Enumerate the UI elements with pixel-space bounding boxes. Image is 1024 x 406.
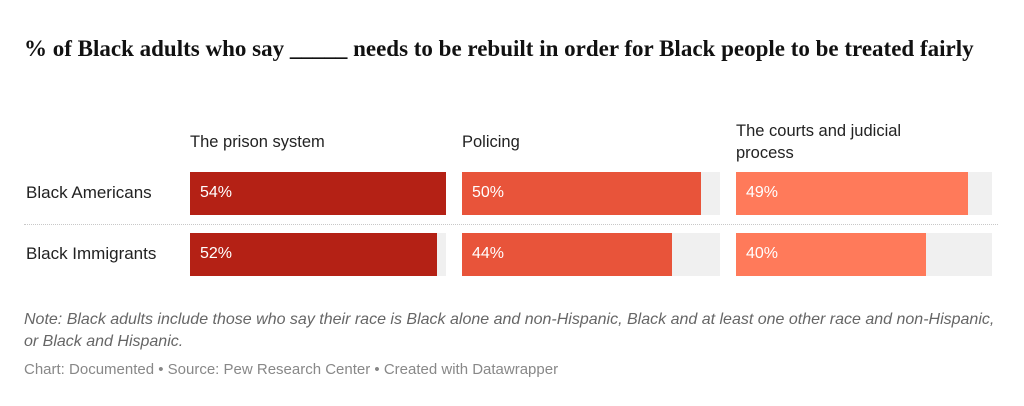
data-label: 44% [472, 245, 505, 262]
bar [462, 172, 701, 215]
bar-track: 40% [736, 233, 992, 276]
column-header: The courts and judicial process [736, 122, 902, 162]
bar-track: 49% [736, 172, 992, 215]
chart-title: % of Black adults who say _____ needs to… [24, 36, 974, 61]
bar [736, 233, 926, 276]
bar [736, 172, 969, 215]
column-header: Policing [462, 133, 520, 151]
data-label: 52% [200, 245, 233, 262]
data-label: 49% [746, 184, 779, 201]
bar-track: 50% [462, 172, 720, 215]
data-label: 54% [200, 184, 233, 201]
bar-track: 52% [190, 233, 446, 276]
column-header: The prison system [190, 133, 325, 151]
chart-note: Note: Black adults include those who say… [24, 311, 995, 350]
bar [462, 233, 673, 276]
bar-track: 44% [462, 233, 720, 276]
bar-track: 54% [190, 172, 446, 215]
data-label: 50% [472, 184, 505, 201]
chart-footer: Chart: Documented • Source: Pew Research… [24, 361, 559, 378]
bar [190, 172, 446, 215]
row-label: Black Immigrants [26, 244, 157, 263]
row-label: Black Americans [26, 183, 152, 202]
row-divider [24, 224, 998, 225]
bar [190, 233, 437, 276]
data-label: 40% [746, 245, 779, 262]
